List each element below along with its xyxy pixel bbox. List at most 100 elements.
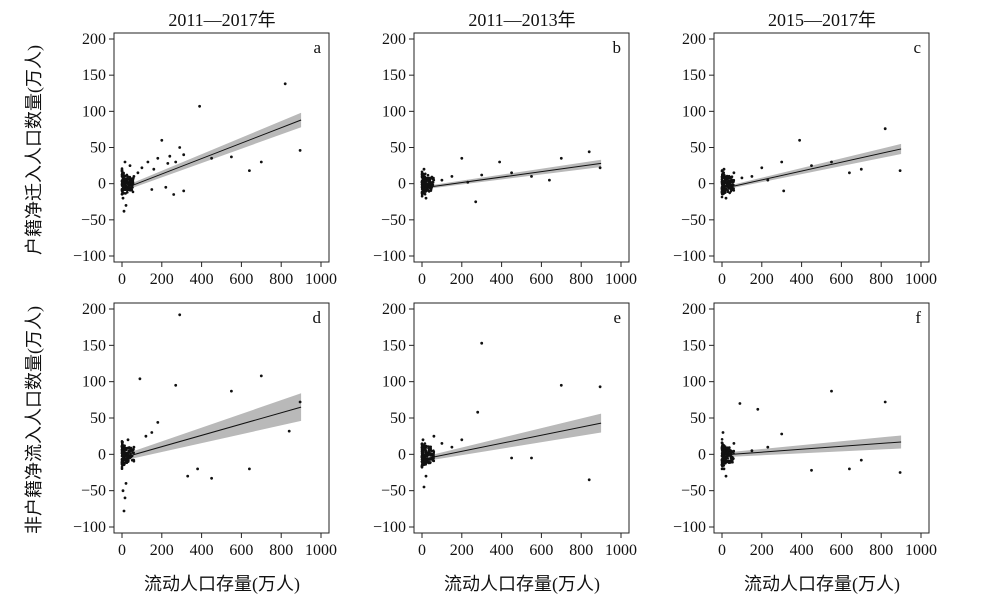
- data-point: [178, 146, 182, 149]
- data-point: [510, 456, 513, 460]
- data-point: [722, 187, 725, 191]
- data-point: [120, 465, 124, 469]
- y-tick-label: 200: [82, 31, 106, 48]
- data-point: [121, 172, 124, 175]
- data-point: [120, 444, 124, 448]
- data-point: [732, 442, 736, 445]
- data-point: [750, 175, 754, 178]
- data-point: [123, 454, 126, 457]
- y-tick-label: 100: [82, 103, 106, 120]
- data-point: [429, 189, 433, 192]
- data-point: [798, 138, 801, 142]
- data-point: [722, 182, 725, 185]
- confidence-band: [122, 393, 302, 461]
- confidence-band: [122, 112, 302, 192]
- x-tick-label: 200: [750, 542, 774, 559]
- data-point: [427, 181, 431, 185]
- plot-frame: [713, 302, 930, 534]
- data-point: [126, 191, 129, 194]
- data-point: [782, 189, 786, 193]
- data-point: [132, 451, 135, 455]
- data-point: [120, 192, 124, 196]
- y-tick-label: −100: [373, 248, 406, 265]
- data-point: [780, 160, 784, 164]
- y-tick-label: 0: [698, 176, 706, 193]
- data-point: [859, 167, 863, 171]
- data-point: [432, 457, 435, 460]
- data-point: [136, 171, 140, 175]
- data-point: [210, 156, 214, 160]
- y-tick-label: 50: [690, 140, 706, 157]
- fit-line: [421, 422, 602, 460]
- panel-letter: b: [613, 38, 622, 57]
- data-point: [720, 451, 724, 455]
- x-tick-label: 800: [569, 271, 593, 288]
- data-point: [723, 447, 726, 450]
- data-point: [728, 460, 732, 464]
- y-tick-label: −100: [73, 519, 106, 536]
- x-tick-label: 200: [750, 271, 774, 288]
- data-point: [421, 192, 424, 196]
- y-tick-label: 150: [382, 67, 406, 84]
- data-point: [123, 444, 126, 448]
- data-point: [124, 482, 128, 485]
- data-point: [127, 446, 131, 449]
- data-point: [287, 429, 291, 433]
- data-point: [298, 149, 302, 152]
- x-tick-label: 0: [718, 271, 726, 288]
- data-point: [432, 450, 436, 454]
- data-point: [121, 461, 124, 465]
- data-point: [124, 204, 128, 207]
- plot-frame: [413, 32, 630, 263]
- data-point: [730, 456, 733, 460]
- data-point: [124, 461, 128, 464]
- ylabel-row-2: 非户籍净流入人口数量(万人): [24, 306, 45, 534]
- x-tick-label: 200: [450, 542, 474, 559]
- data-point: [421, 447, 424, 451]
- panel-f: 0 200 400 600 800 1000 −100 −50 0 50 100 150 200 f: [673, 301, 937, 559]
- data-point: [427, 446, 431, 450]
- data-point: [848, 171, 851, 175]
- data-point: [122, 209, 126, 213]
- data-point: [423, 456, 427, 459]
- data-point: [723, 449, 726, 453]
- data-point: [830, 389, 833, 393]
- panel-letter: d: [313, 308, 322, 327]
- x-tick-label: 1000: [605, 271, 637, 288]
- data-point: [421, 450, 425, 454]
- xlabel-3: 流动人口存量(万人): [744, 574, 900, 595]
- data-point: [424, 196, 428, 200]
- data-point: [422, 186, 425, 189]
- confidence-band: [422, 159, 602, 190]
- x-tick-label: 800: [269, 542, 293, 559]
- data-point: [510, 171, 513, 175]
- data-point: [423, 444, 426, 448]
- data-point: [420, 181, 424, 185]
- data-point: [120, 179, 124, 183]
- data-point: [423, 459, 427, 462]
- data-point: [132, 175, 136, 178]
- y-tick-label: −50: [381, 212, 406, 229]
- data-point: [424, 190, 427, 193]
- data-point: [598, 166, 602, 170]
- data-point: [720, 169, 724, 173]
- data-point: [720, 438, 724, 441]
- data-point: [810, 164, 813, 168]
- y-tick-label: 200: [682, 301, 706, 318]
- data-point: [424, 179, 428, 183]
- x-tick-label: 0: [118, 271, 126, 288]
- data-point: [530, 456, 533, 460]
- data-point: [432, 434, 436, 438]
- data-point: [128, 188, 131, 191]
- data-point: [440, 442, 444, 445]
- data-point: [128, 164, 132, 168]
- data-point: [883, 400, 887, 404]
- data-point: [120, 457, 124, 461]
- x-tick-label: 600: [529, 542, 553, 559]
- y-tick-label: −50: [681, 212, 706, 229]
- x-tick-label: 1000: [605, 542, 637, 559]
- data-point: [423, 453, 427, 457]
- panel-letter: a: [313, 38, 321, 57]
- data-point: [121, 453, 124, 457]
